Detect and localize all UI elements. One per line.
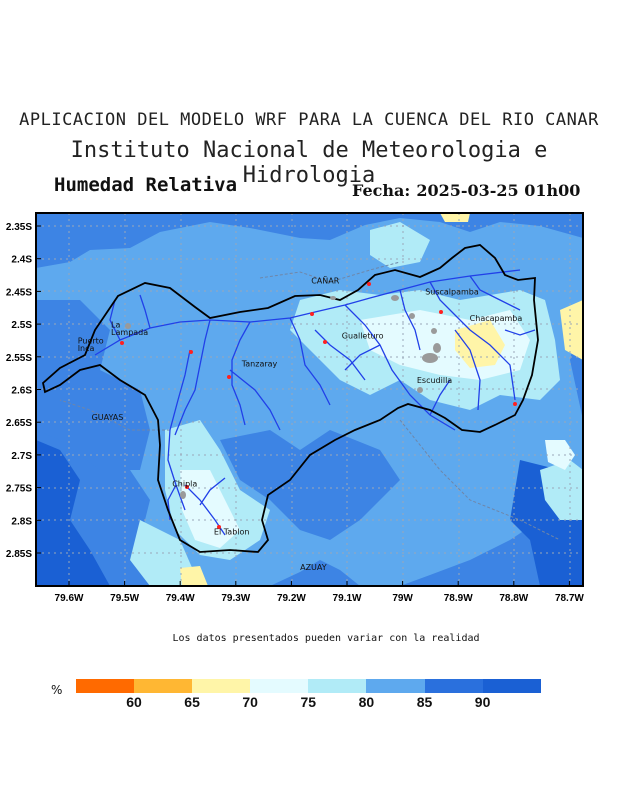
place-label: Puerto xyxy=(78,337,104,346)
colorbar-swatch xyxy=(482,679,541,693)
field-zone-85b xyxy=(220,430,400,540)
place-label: Lampada xyxy=(111,328,148,337)
place-label: Chipla xyxy=(172,479,197,488)
colorbar-swatch xyxy=(76,679,135,693)
place-label: La xyxy=(111,320,120,329)
field-zone-65b xyxy=(560,300,583,360)
colorbar-tick-label: 85 xyxy=(416,694,433,710)
y-tick-label: 2.75S xyxy=(6,484,32,495)
x-tick-label: 79.4W xyxy=(166,593,195,604)
x-tick-label: 79.5W xyxy=(110,593,139,604)
x-tick-label: 79.1W xyxy=(333,593,362,604)
map-frame xyxy=(35,212,584,587)
place-label: AZUAY xyxy=(300,563,327,572)
field-zone-70b xyxy=(180,470,240,548)
place-label: Tanzaray xyxy=(241,360,278,369)
place-label: Escudilla xyxy=(417,376,452,385)
humidity-map: CAÑAR Suscalpamba Chacapamba Gualleturo LaLa… xyxy=(6,212,585,604)
colorbar-swatch xyxy=(366,679,425,693)
colorbar-tick-label: 75 xyxy=(300,694,317,710)
grid-lines xyxy=(36,213,583,586)
colorbar-unit: % xyxy=(51,683,63,697)
y-tick-label: 2.85S xyxy=(6,549,32,560)
disclaimer-note: Los datos presentados pueden variar con … xyxy=(172,633,480,644)
place-label: Chacapamba xyxy=(470,314,523,323)
colorbar-tick-label: 80 xyxy=(358,694,375,710)
place-label: Suscalpamba xyxy=(425,288,479,297)
place-label: CAÑAR xyxy=(311,276,340,286)
y-tick-label: 2.8S xyxy=(11,516,32,527)
institution-name: Instituto Nacional de Meteorologia e Hid… xyxy=(70,138,548,188)
place-label: El Tablon xyxy=(214,528,250,537)
field-zone-65 xyxy=(455,320,505,368)
province-border xyxy=(59,261,561,541)
field-zone-75c xyxy=(370,222,430,268)
town-markers xyxy=(120,282,517,529)
place-label: GUAYAS xyxy=(92,413,124,422)
colorbar-swatch xyxy=(308,679,367,693)
x-tick-label: 78.8W xyxy=(499,593,528,604)
x-tick-label: 79.2W xyxy=(277,593,306,604)
colorbar-tick-label: 90 xyxy=(474,694,491,710)
map-title: APLICACION DEL MODELO WRF PARA LA CUENCA… xyxy=(19,110,599,130)
field-zone-85 xyxy=(36,300,150,470)
y-tick-label: 2.4S xyxy=(11,255,32,266)
field-zone-65d xyxy=(440,213,470,222)
field-zone-65c xyxy=(180,566,208,586)
date-label: Fecha: xyxy=(352,181,411,200)
y-tick-label: 2.6S xyxy=(11,386,32,397)
y-tick-label: 2.45S xyxy=(6,287,32,298)
colorbar-tick-label: 70 xyxy=(242,694,258,710)
date-value: 2025-03-25 01h00 xyxy=(416,181,581,200)
field-zone-75d xyxy=(540,460,583,520)
y-tick-label: 2.55S xyxy=(6,353,32,364)
basin-outline xyxy=(42,244,539,553)
colorbar-swatch xyxy=(192,679,251,693)
colorbar-swatch xyxy=(250,679,309,693)
river-network xyxy=(94,269,536,536)
y-tick-label: 2.5S xyxy=(11,320,32,331)
colorbar-swatch xyxy=(134,679,193,693)
x-tick-label: 79W xyxy=(392,593,413,604)
place-labels: CAÑAR Suscalpamba Chacapamba Gualleturo LaLa… xyxy=(78,276,523,572)
colorbar xyxy=(76,679,541,693)
date-display: Fecha: 2025-03-25 01h00 xyxy=(352,181,580,200)
x-tick-label: 78.9W xyxy=(444,593,473,604)
axes: 79.6W 79.5W 79.4W 79.3W 79.2W 79.1W 79W 78.9W 78… xyxy=(6,222,585,604)
colorbar-tick-label: 60 xyxy=(126,694,142,710)
x-tick-label: 79.6W xyxy=(55,593,84,604)
field-zone-90 xyxy=(36,440,110,586)
colorbar-swatch xyxy=(424,679,483,693)
y-tick-label: 2.35S xyxy=(6,222,32,233)
place-label: Inca xyxy=(78,344,95,353)
colorbar-tick-label: 65 xyxy=(184,694,200,710)
y-tick-label: 2.65S xyxy=(6,418,32,429)
x-tick-label: 79.3W xyxy=(221,593,250,604)
relief-patches xyxy=(125,295,441,499)
place-label: Gualleturo xyxy=(342,331,384,340)
x-tick-label: 78.7W xyxy=(555,593,584,604)
y-tick-label: 2.7S xyxy=(11,451,32,462)
variable-name: Humedad Relativa xyxy=(54,174,238,196)
